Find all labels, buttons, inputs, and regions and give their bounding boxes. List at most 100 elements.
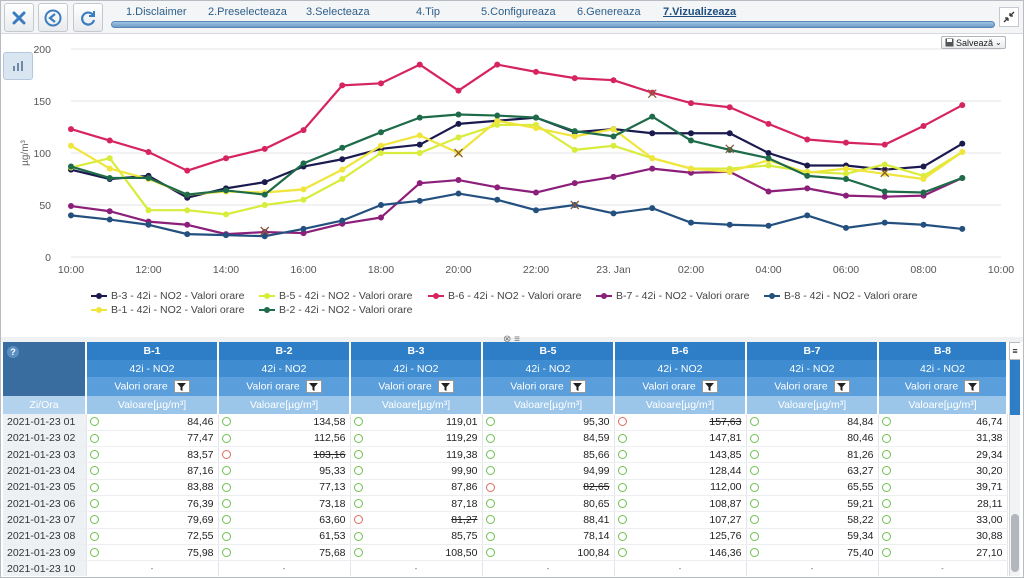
data-point[interactable] [726,168,733,175]
legend-item[interactable]: B-7 - 42i - NO2 - Valori orare [596,290,749,302]
data-point[interactable] [881,219,888,226]
data-point[interactable] [649,205,656,212]
data-point[interactable] [843,192,849,199]
data-point[interactable] [68,203,74,210]
data-point[interactable] [68,163,74,170]
value-cell[interactable]: 65,55 [746,479,879,496]
value-cell[interactable]: - [218,560,351,576]
data-point[interactable] [416,150,423,156]
data-point[interactable] [184,167,191,174]
data-point[interactable] [533,125,539,132]
value-cell[interactable]: 128,44 [614,462,747,480]
data-point[interactable] [688,100,694,107]
data-point[interactable] [765,155,772,162]
value-cell[interactable]: 95,33 [218,462,351,480]
series-line[interactable] [70,192,963,238]
grid-menu-button[interactable]: ≡ [1009,342,1020,360]
data-point[interactable] [261,145,268,152]
save-chart-button[interactable]: Salvează ⌄ [941,36,1006,49]
value-cell[interactable]: 100,84 [482,544,615,562]
value-cell[interactable]: 108,87 [614,495,747,513]
value-cell[interactable]: 58,22 [746,511,879,529]
value-cell[interactable]: 99,90 [350,462,483,480]
data-point[interactable] [455,177,462,184]
table-row[interactable]: 2021-01-23 06 76,39 73,18 87,18 80,65 108,87 5… [3,495,1008,513]
value-cell[interactable]: 78,14 [482,528,615,545]
data-point[interactable] [455,120,462,127]
data-point[interactable] [920,176,927,182]
data-point[interactable] [959,174,966,181]
value-cell[interactable]: 134,58 [218,414,351,431]
data-point[interactable] [106,165,113,172]
data-point[interactable] [378,142,384,149]
filter-button[interactable] [305,380,322,393]
step-preselecteaza[interactable]: 2.Preselecteaza [208,6,287,18]
value-cell[interactable]: 81,27 [350,511,483,529]
data-point[interactable] [145,148,152,155]
refresh-button[interactable] [73,3,103,32]
data-point[interactable] [106,174,113,181]
value-cell[interactable]: 119,29 [350,430,483,448]
data-point[interactable] [765,150,772,156]
series-line[interactable] [70,113,963,196]
data-point[interactable] [726,146,733,153]
data-point[interactable] [378,202,384,208]
value-cell[interactable]: 59,21 [746,495,879,513]
data-point[interactable] [416,114,423,121]
data-point[interactable] [300,160,307,167]
value-cell[interactable]: 83,57 [86,446,219,464]
data-point[interactable] [184,221,191,228]
collapse-button[interactable] [999,7,1019,27]
legend-item[interactable]: B-5 - 42i - NO2 - Valori orare [259,290,412,302]
data-point[interactable] [184,191,191,198]
series-line[interactable] [70,119,963,196]
data-point[interactable] [300,196,307,203]
data-point[interactable] [68,212,74,219]
value-cell[interactable]: - [746,560,879,576]
data-point[interactable] [726,130,733,137]
data-point[interactable] [339,156,346,163]
data-point[interactable] [416,61,423,68]
legend-item[interactable]: B-1 - 42i - NO2 - Valori orare [91,304,244,316]
data-point[interactable] [920,221,927,228]
value-cell[interactable]: - [350,560,483,576]
value-cell[interactable]: 125,76 [614,528,747,545]
value-cell[interactable]: 83,88 [86,479,219,496]
step-selecteaza[interactable]: 3.Selecteaza [306,6,370,18]
data-point[interactable] [378,150,384,156]
value-cell[interactable]: 103,16 [218,446,351,464]
data-point[interactable] [533,189,539,196]
data-point[interactable] [881,161,888,168]
legend-item[interactable]: B-3 - 42i - NO2 - Valori orare [91,290,244,302]
data-point[interactable] [261,229,268,236]
data-point[interactable] [378,129,384,136]
data-point[interactable] [455,87,462,94]
value-cell[interactable]: 146,36 [614,544,747,562]
data-point[interactable] [494,117,501,124]
close-button[interactable] [4,3,34,32]
value-cell[interactable]: 107,27 [614,511,747,529]
data-point[interactable] [106,155,113,162]
data-point[interactable] [649,165,656,172]
data-point[interactable] [339,217,346,224]
value-cell[interactable]: 112,00 [614,479,747,496]
value-cell[interactable]: 63,27 [746,462,879,480]
data-point[interactable] [300,127,307,134]
value-cell[interactable]: 112,56 [218,430,351,448]
data-point[interactable] [804,212,811,219]
value-cell[interactable]: 27,10 [878,544,1008,562]
data-point[interactable] [843,139,849,146]
data-point[interactable] [688,219,694,226]
data-point[interactable] [106,137,113,144]
data-point[interactable] [959,225,966,232]
filter-button[interactable] [569,380,586,393]
data-point[interactable] [416,141,423,148]
step-disclaimer[interactable]: 1.Disclaimer [126,6,187,18]
value-cell[interactable]: 84,59 [482,430,615,448]
value-cell[interactable]: 84,84 [746,414,879,431]
data-point[interactable] [300,230,307,237]
data-point[interactable] [765,120,772,127]
value-cell[interactable]: - [482,560,615,576]
data-point[interactable] [223,155,229,162]
data-point[interactable] [223,211,229,218]
